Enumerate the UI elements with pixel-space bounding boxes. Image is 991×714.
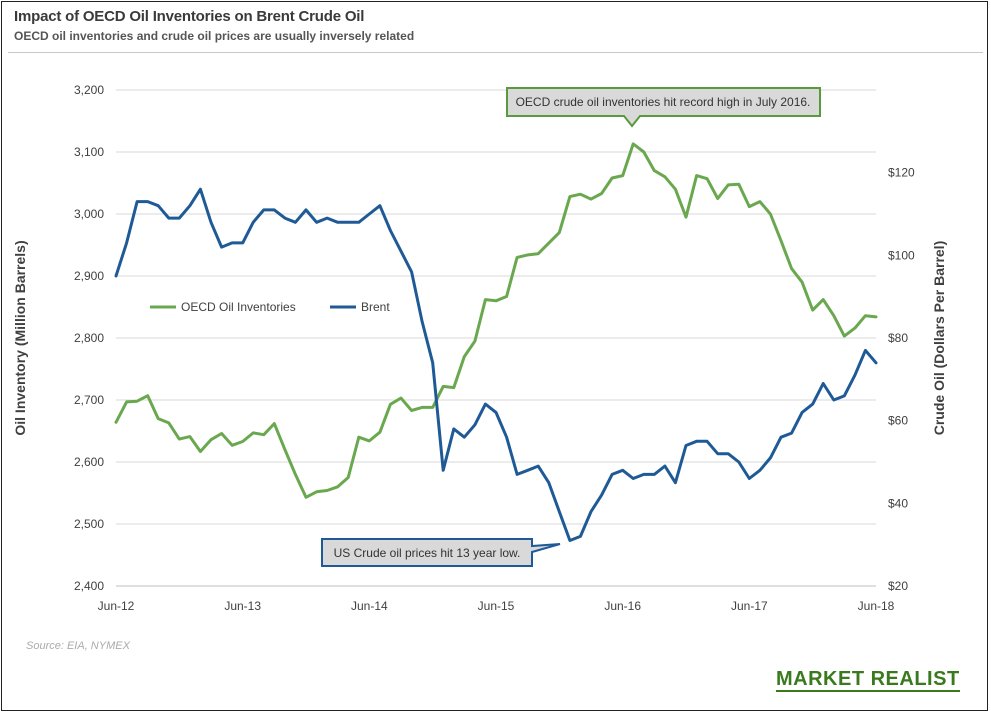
- callout-low-price: US Crude oil prices hit 13 year low.: [321, 538, 561, 567]
- legend-label-inventories: OECD Oil Inventories: [181, 300, 296, 314]
- x-tick-label: Jun-12: [98, 599, 135, 613]
- y-left-tick-label: 3,000: [74, 207, 104, 221]
- series-line-brent: [114, 187, 878, 542]
- legend-label-brent: Brent: [361, 300, 390, 314]
- left-axis-ticks: 2,400 2,500 2,600 2,700 2,800 2,900 3,000 3,100…: [74, 83, 104, 593]
- y-left-tick-label: 2,700: [74, 393, 104, 407]
- x-axis-ticks: Jun-12 Jun-13 Jun-14 Jun-15 Jun-16 Jun-17 Jun-…: [98, 599, 895, 613]
- y-left-tick-label: 2,400: [74, 579, 104, 593]
- y-left-tick-label: 2,900: [74, 269, 104, 283]
- callout-record-high-text: OECD crude oil inventories hit record hi…: [516, 95, 811, 109]
- x-tick-label: Jun-14: [351, 599, 388, 613]
- chart-title: Impact of OECD Oil Inventories on Brent …: [14, 8, 365, 25]
- y-left-tick-label: 2,800: [74, 331, 104, 345]
- callout-record-high-box: [506, 87, 821, 128]
- legend: OECD Oil Inventories Brent: [150, 300, 390, 314]
- header-divider: [8, 52, 983, 53]
- callout-record-high: OECD crude oil inventories hit record hi…: [506, 87, 821, 128]
- series-lines: [114, 142, 878, 542]
- right-axis-ticks: $20 $40 $60 $80 $100 $120: [888, 166, 915, 593]
- y-left-tick-label: 3,200: [74, 83, 104, 97]
- callout-low-price-text: US Crude oil prices hit 13 year low.: [334, 546, 521, 560]
- y-axis-right-label: Crude Oil (Dollars Per Barrel): [931, 241, 947, 436]
- y-right-tick-label: $80: [888, 331, 908, 345]
- y-right-tick-label: $40: [888, 496, 908, 510]
- gridlines: [116, 89, 876, 525]
- x-tick-label: Jun-16: [604, 599, 641, 613]
- brand-logo-text: MARKET REALIST: [776, 668, 960, 690]
- y-right-tick-label: $120: [888, 166, 915, 180]
- y-axis-left-label: Oil Inventory (Million Barrels): [12, 240, 28, 435]
- callout-low-price-box: [321, 538, 561, 567]
- series-line-oecd-inventories: [114, 142, 878, 499]
- chart-subtitle: OECD oil inventories and crude oil price…: [14, 29, 415, 43]
- y-right-tick-label: $60: [888, 414, 908, 428]
- x-tick-label: Jun-15: [478, 599, 515, 613]
- y-right-tick-label: $100: [888, 248, 915, 262]
- x-tick-label: Jun-18: [858, 599, 895, 613]
- y-left-tick-label: 2,500: [74, 517, 104, 531]
- y-right-tick-label: $20: [888, 579, 908, 593]
- y-left-tick-label: 3,100: [74, 145, 104, 159]
- brand-logo: MARKET REALIST: [776, 668, 960, 692]
- x-tick-label: Jun-17: [731, 599, 768, 613]
- brand-underline: [776, 690, 960, 692]
- y-left-tick-label: 2,600: [74, 455, 104, 469]
- x-tick-label: Jun-13: [224, 599, 261, 613]
- source-note: Source: EIA, NYMEX: [26, 640, 130, 652]
